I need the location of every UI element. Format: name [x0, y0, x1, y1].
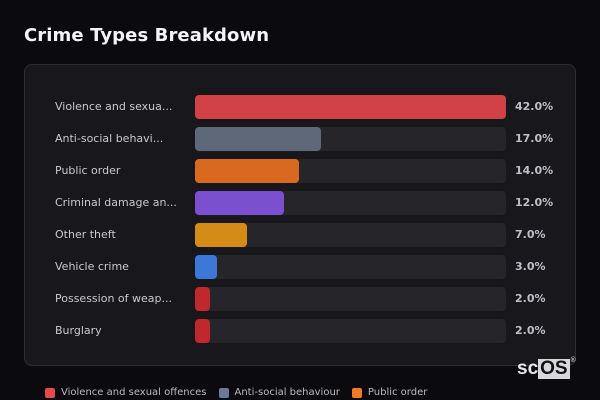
bar-fill [195, 319, 210, 343]
bar-label: Criminal damage an... [55, 196, 177, 209]
bar-value: 2.0% [515, 324, 546, 337]
watermark-text: sc [517, 358, 539, 379]
bar-track [195, 287, 506, 311]
bar-value: 14.0% [515, 164, 554, 177]
bar-row[interactable]: Other theft 7.0% [25, 223, 575, 247]
legend-swatch-icon [351, 387, 362, 398]
bar-row[interactable]: Anti-social behavi... 17.0% [25, 127, 575, 151]
scos-watermark-logo: sc OS ® [517, 357, 576, 379]
legend-label: Public order [367, 387, 428, 398]
legend-label: Violence and sexual offences [61, 387, 207, 398]
bar-track [195, 127, 506, 151]
bar-track [195, 191, 506, 215]
bar-row[interactable]: Burglary 2.0% [25, 319, 575, 343]
bar-row[interactable]: Possession of weap... 2.0% [25, 287, 575, 311]
bar-fill [195, 95, 506, 119]
watermark-box-text: OS [538, 358, 570, 379]
bar-label: Public order [55, 164, 121, 177]
bar-row[interactable]: Public order 14.0% [25, 159, 575, 183]
bar-track [195, 255, 506, 279]
bar-track [195, 159, 506, 183]
bar-fill [195, 287, 210, 311]
legend-item[interactable]: Public order [351, 387, 428, 398]
legend-item[interactable]: Violence and sexual offences [45, 387, 207, 398]
page-title: Crime Types Breakdown [24, 25, 270, 46]
bar-label: Anti-social behavi... [55, 132, 164, 145]
bar-value: 17.0% [515, 132, 554, 145]
bar-label: Violence and sexua... [55, 100, 173, 113]
chart-legend: Violence and sexual offences Anti-social… [45, 387, 427, 398]
bar-label: Vehicle crime [55, 260, 129, 273]
bar-track [195, 319, 506, 343]
legend-swatch-icon [218, 387, 229, 398]
bar-row[interactable]: Violence and sexua... 42.0% [25, 95, 575, 119]
bar-value: 7.0% [515, 228, 546, 241]
bar-label: Burglary [55, 324, 102, 337]
bar-label: Possession of weap... [55, 292, 172, 305]
bar-fill [195, 255, 218, 279]
chart-panel: Violence and sexua... 42.0% Anti-social … [24, 64, 576, 366]
legend-item[interactable]: Anti-social behaviour [218, 387, 340, 398]
bar-value: 42.0% [515, 100, 554, 113]
bar-label: Other theft [55, 228, 116, 241]
bar-track [195, 223, 506, 247]
bar-fill [195, 127, 321, 151]
bar-value: 3.0% [515, 260, 546, 273]
bar-fill [195, 191, 284, 215]
legend-label: Anti-social behaviour [234, 387, 340, 398]
bar-row[interactable]: Criminal damage an... 12.0% [25, 191, 575, 215]
bar-fill [195, 159, 299, 183]
legend-swatch-icon [45, 387, 55, 398]
bar-value: 12.0% [515, 196, 554, 209]
bar-row[interactable]: Vehicle crime 3.0% [25, 255, 575, 279]
bar-fill [195, 223, 247, 247]
bar-track [195, 95, 506, 119]
registered-mark-icon: ® [570, 357, 576, 364]
bar-value: 2.0% [515, 292, 546, 305]
